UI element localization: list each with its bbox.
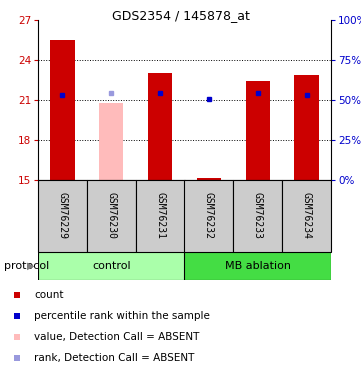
Text: GDS2354 / 145878_at: GDS2354 / 145878_at (112, 9, 249, 22)
Text: GSM76233: GSM76233 (253, 192, 263, 240)
Text: control: control (92, 261, 131, 271)
Bar (245, 81, 270, 180)
Bar (184, 252, 331, 280)
Text: ▶: ▶ (27, 261, 34, 271)
Bar (294, 75, 319, 180)
Bar (184, 180, 233, 252)
Bar (38, 180, 87, 252)
Text: value, Detection Call = ABSENT: value, Detection Call = ABSENT (34, 332, 200, 342)
Text: MB ablation: MB ablation (225, 261, 291, 271)
Text: protocol: protocol (4, 261, 49, 271)
Text: rank, Detection Call = ABSENT: rank, Detection Call = ABSENT (34, 353, 195, 363)
Bar (99, 104, 123, 180)
Bar (87, 180, 136, 252)
Text: percentile rank within the sample: percentile rank within the sample (34, 311, 210, 321)
Bar (197, 178, 221, 180)
Text: GSM76229: GSM76229 (57, 192, 68, 240)
Text: count: count (34, 290, 64, 300)
Text: GSM76234: GSM76234 (301, 192, 312, 240)
Text: GSM76230: GSM76230 (106, 192, 116, 240)
Bar (282, 180, 331, 252)
Text: GSM76232: GSM76232 (204, 192, 214, 240)
Text: GSM76231: GSM76231 (155, 192, 165, 240)
Bar (50, 40, 75, 180)
Bar (233, 180, 282, 252)
Bar (136, 180, 184, 252)
Bar (148, 74, 172, 180)
Bar (38, 252, 184, 280)
